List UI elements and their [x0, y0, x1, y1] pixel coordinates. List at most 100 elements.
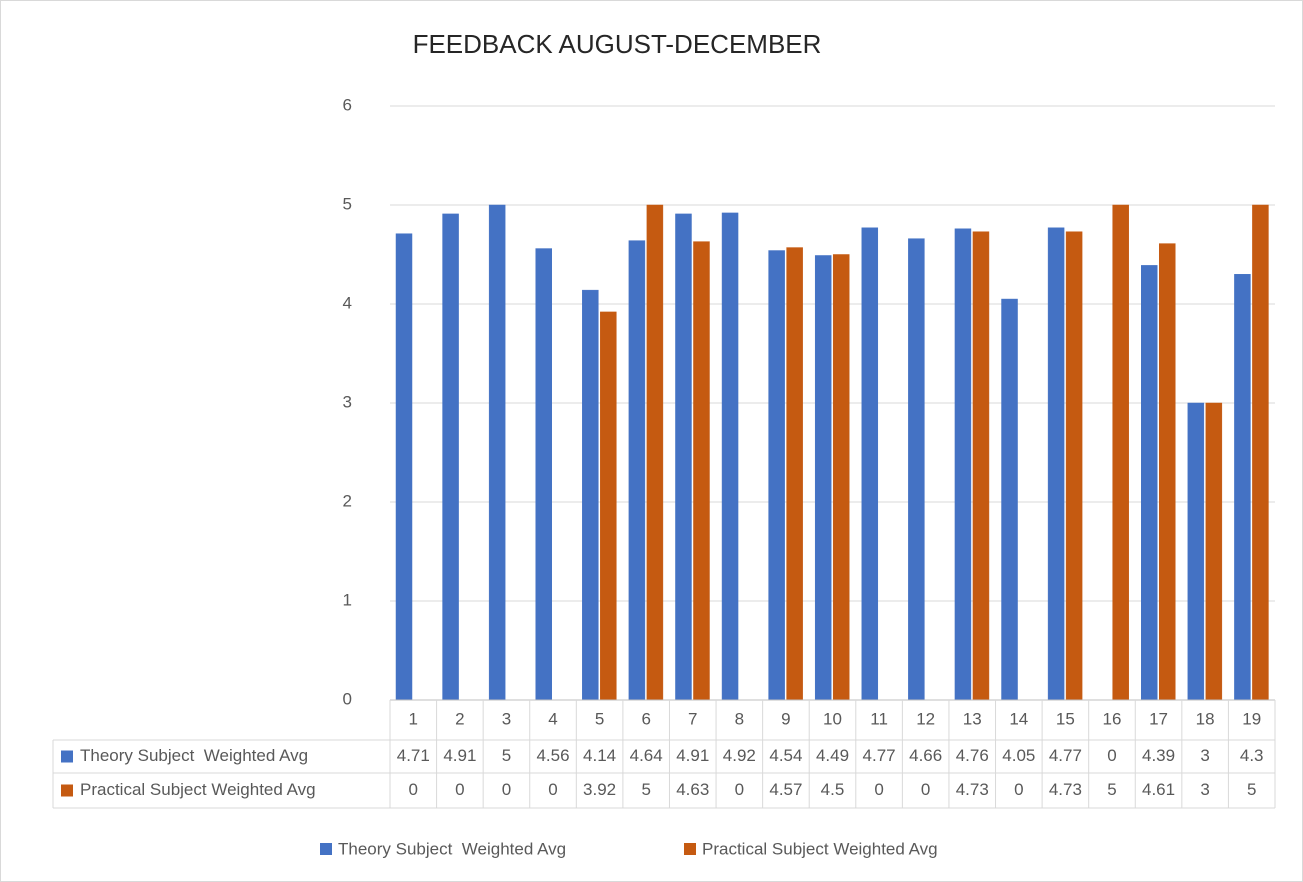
bar — [1234, 274, 1251, 701]
bar — [954, 228, 972, 701]
table-cell: 0 — [502, 780, 511, 799]
table-cell: 3 — [1200, 780, 1209, 799]
table-cell: 4.91 — [443, 746, 476, 765]
bar — [908, 238, 925, 701]
bar — [442, 213, 459, 701]
legend-label: Theory Subject Weighted Avg — [338, 839, 566, 858]
x-tick-label: 15 — [1056, 709, 1075, 728]
table-legend-key — [61, 750, 73, 763]
table-cell: 5 — [1107, 780, 1116, 799]
bar — [1159, 243, 1176, 701]
bar — [535, 248, 552, 701]
legend-key — [320, 843, 332, 855]
table-cell: 5 — [641, 780, 650, 799]
legend-key — [684, 843, 696, 855]
table-cell: 0 — [1014, 780, 1023, 799]
x-tick-label: 2 — [455, 709, 464, 728]
x-tick-label: 9 — [781, 709, 790, 728]
table-cell: 4.73 — [1049, 780, 1082, 799]
table-cell: 4.57 — [769, 780, 802, 799]
bar — [768, 250, 785, 701]
table-cell: 0 — [409, 780, 418, 799]
bar — [972, 231, 990, 701]
x-tick-label: 5 — [595, 709, 604, 728]
x-tick-label: 11 — [870, 709, 888, 728]
x-tick-label: 4 — [548, 709, 557, 728]
table-row-label: Practical Subject Weighted Avg — [80, 780, 316, 799]
x-tick-label: 18 — [1196, 709, 1215, 728]
x-tick-label: 7 — [688, 709, 697, 728]
table-cell: 4.63 — [676, 780, 709, 799]
table-cell: 4.61 — [1142, 780, 1175, 799]
y-tick-label: 1 — [343, 590, 352, 609]
table-cell: 4.5 — [821, 780, 845, 799]
bar — [786, 247, 803, 701]
table-cell: 4.66 — [909, 746, 942, 765]
x-tick-label: 8 — [735, 709, 744, 728]
y-tick-label: 3 — [343, 392, 352, 411]
table-cell: 0 — [735, 780, 744, 799]
x-tick-label: 12 — [916, 709, 935, 728]
bar — [1252, 204, 1269, 701]
table-cell: 0 — [548, 780, 557, 799]
x-tick-label: 19 — [1242, 709, 1261, 728]
bar — [675, 213, 692, 701]
bar — [628, 240, 646, 701]
table-cell: 4.05 — [1002, 746, 1035, 765]
bar — [1047, 227, 1065, 701]
bar — [693, 241, 710, 701]
y-tick-label: 2 — [343, 491, 352, 510]
bar — [1141, 265, 1158, 701]
bar — [814, 255, 832, 701]
x-tick-label: 10 — [823, 709, 842, 728]
table-cell: 4.56 — [536, 746, 569, 765]
table-cell: 3.92 — [583, 780, 616, 799]
table-legend-key — [61, 784, 73, 797]
y-tick-label: 4 — [343, 293, 352, 312]
table-cell: 4.3 — [1240, 746, 1264, 765]
x-tick-label: 3 — [502, 709, 511, 728]
bar — [646, 204, 664, 701]
bar — [582, 289, 599, 701]
table-cell: 4.49 — [816, 746, 849, 765]
x-tick-label: 13 — [963, 709, 982, 728]
bar — [488, 204, 506, 701]
legend-label: Practical Subject Weighted Avg — [702, 839, 938, 858]
table-cell: 4.77 — [1049, 746, 1082, 765]
y-tick-label: 0 — [343, 689, 352, 708]
bar — [1065, 231, 1083, 701]
table-cell: 4.77 — [863, 746, 896, 765]
table-cell: 5 — [1247, 780, 1256, 799]
table-cell: 4.73 — [956, 780, 989, 799]
x-tick-label: 16 — [1103, 709, 1122, 728]
bar — [1112, 204, 1129, 701]
x-tick-label: 1 — [409, 709, 418, 728]
table-cell: 3 — [1200, 746, 1209, 765]
bar — [1187, 402, 1205, 701]
x-tick-label: 6 — [641, 709, 650, 728]
table-cell: 4.39 — [1142, 746, 1175, 765]
table-cell: 4.64 — [630, 746, 663, 765]
x-tick-label: 14 — [1009, 709, 1028, 728]
table-cell: 0 — [874, 780, 883, 799]
table-cell: 0 — [921, 780, 930, 799]
y-tick-label: 6 — [343, 95, 352, 114]
table-cell: 4.92 — [723, 746, 756, 765]
table-cell: 0 — [1107, 746, 1116, 765]
table-row-label: Theory Subject Weighted Avg — [80, 746, 308, 765]
table-cell: 4.76 — [956, 746, 989, 765]
bar — [1205, 402, 1223, 701]
table-cell: 4.14 — [583, 746, 616, 765]
bar — [1001, 298, 1018, 701]
bar — [395, 233, 413, 701]
table-cell: 5 — [502, 746, 511, 765]
bar — [832, 254, 850, 701]
x-tick-label: 17 — [1149, 709, 1168, 728]
bar — [721, 212, 739, 701]
table-cell: 4.54 — [769, 746, 802, 765]
bar — [600, 311, 617, 701]
y-tick-label: 5 — [343, 194, 352, 213]
chart-title: FEEDBACK AUGUST-DECEMBER — [413, 29, 822, 59]
table-cell: 4.71 — [397, 746, 430, 765]
